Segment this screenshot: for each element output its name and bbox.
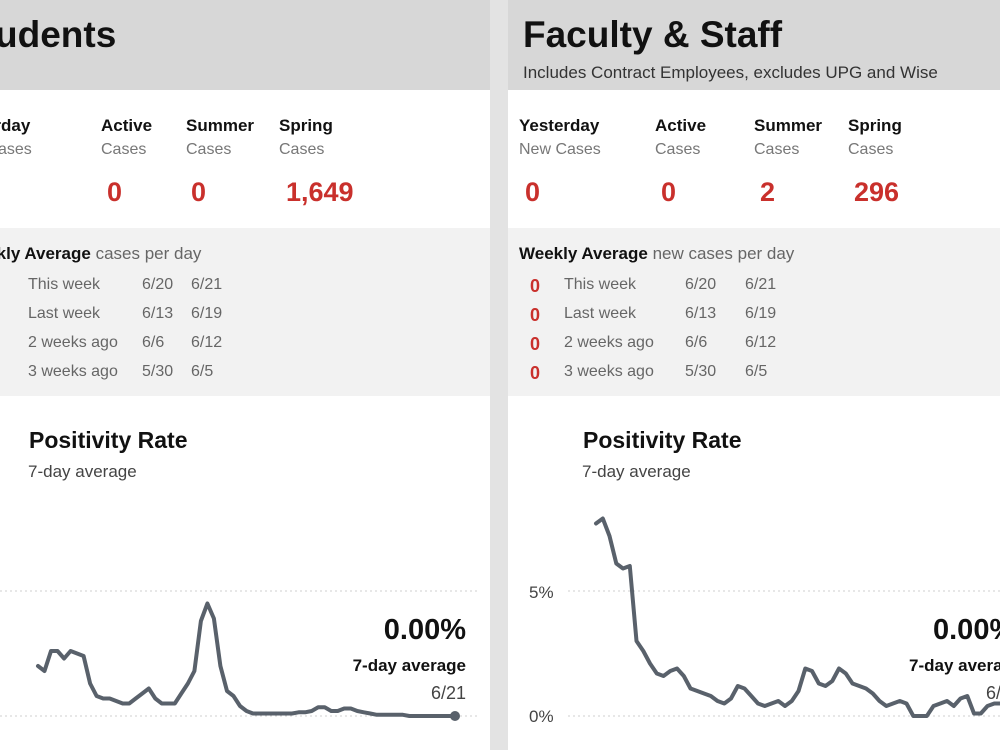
faculty-chart-title: Positivity Rate bbox=[583, 427, 742, 453]
students-current-label: 7-day average bbox=[352, 656, 466, 675]
stat-spring-sub: Cases bbox=[848, 141, 894, 158]
stat-summer-label: Summer bbox=[754, 116, 823, 135]
y-tick-label: 0% bbox=[529, 707, 554, 726]
faculty-header: Faculty & Staff Includes Contract Employ… bbox=[508, 0, 1000, 90]
stat-spring-value: 296 bbox=[854, 177, 900, 207]
faculty-current-date: 6/21 bbox=[986, 683, 1000, 703]
students-header: Students bbox=[0, 0, 490, 90]
y-tick-label: 5% bbox=[0, 583, 1, 603]
stat-active-value: 0 bbox=[107, 177, 123, 207]
faculty-panel: Faculty & Staff Includes Contract Employ… bbox=[508, 0, 1000, 750]
stat-spring-label: Spring bbox=[279, 116, 333, 135]
stat-yesterday-label: Yesterday bbox=[519, 116, 600, 135]
stat-active-value: 0 bbox=[661, 177, 677, 207]
stat-summer-sub: Cases bbox=[186, 141, 232, 158]
students-current-date: 6/21 bbox=[430, 683, 466, 703]
positivity-series-line bbox=[36, 601, 457, 718]
faculty-weekly-average: Weekly Average new cases per day 0 This … bbox=[508, 228, 1000, 396]
students-panel: Students Yesterday New Cases Active Case… bbox=[0, 0, 490, 750]
weekly-row: 3 weeks ago 5/30 6/5 bbox=[28, 363, 214, 380]
stat-spring-sub: Cases bbox=[279, 141, 325, 158]
students-positivity-chart bbox=[0, 590, 478, 721]
weekly-row: 0 2 weeks ago 6/6 6/12 bbox=[530, 334, 777, 354]
stat-summer-value: 2 bbox=[760, 177, 776, 207]
stat-spring-value: 1,649 bbox=[286, 177, 354, 207]
stat-active-label: Active bbox=[655, 116, 707, 135]
y-tick-label: 5% bbox=[529, 583, 554, 602]
weekly-title: Weekly Average cases per day bbox=[0, 244, 202, 263]
stat-spring-label: Spring bbox=[848, 116, 902, 135]
stat-yesterday-label: Yesterday bbox=[0, 116, 31, 135]
latest-point-marker[interactable] bbox=[450, 711, 460, 721]
students-title: Students bbox=[0, 14, 117, 55]
students-chart-title: Positivity Rate bbox=[29, 427, 188, 453]
weekly-row: 0 3 weeks ago 5/30 6/5 bbox=[530, 363, 768, 383]
weekly-row: 2 weeks ago 6/6 6/12 bbox=[28, 334, 223, 351]
weekly-row: 0 Last week 6/13 6/19 bbox=[530, 305, 777, 325]
stat-active-sub: Cases bbox=[101, 141, 147, 158]
faculty-current-label: 7-day average bbox=[909, 656, 1000, 675]
weekly-row: 0 This week 6/20 6/21 bbox=[530, 276, 777, 296]
stat-yesterday-sub: New Cases bbox=[0, 141, 32, 158]
stat-summer-sub: Cases bbox=[754, 141, 800, 158]
faculty-positivity-chart bbox=[568, 516, 1000, 718]
students-current-value: 0.00% bbox=[383, 614, 466, 646]
positivity-series-line bbox=[594, 516, 1000, 718]
students-chart-subtitle: 7-day average bbox=[28, 462, 137, 481]
stat-yesterday-sub: New Cases bbox=[519, 141, 601, 158]
weekly-row: This week 6/20 6/21 bbox=[28, 276, 223, 293]
stat-active-label: Active bbox=[101, 116, 153, 135]
faculty-chart-subtitle: 7-day average bbox=[582, 462, 691, 481]
stat-summer-value: 0 bbox=[191, 177, 207, 207]
stat-active-sub: Cases bbox=[655, 141, 701, 158]
stat-yesterday-value: 0 bbox=[525, 177, 541, 207]
students-weekly-average: Weekly Average cases per day This week 6… bbox=[0, 228, 490, 396]
weekly-row: Last week 6/13 6/19 bbox=[28, 305, 223, 322]
faculty-title: Faculty & Staff bbox=[523, 14, 783, 55]
faculty-subtitle: Includes Contract Employees, excludes UP… bbox=[523, 63, 938, 82]
stat-summer-label: Summer bbox=[186, 116, 255, 135]
weekly-title: Weekly Average new cases per day bbox=[519, 244, 795, 263]
faculty-current-value: 0.00% bbox=[933, 614, 1000, 646]
